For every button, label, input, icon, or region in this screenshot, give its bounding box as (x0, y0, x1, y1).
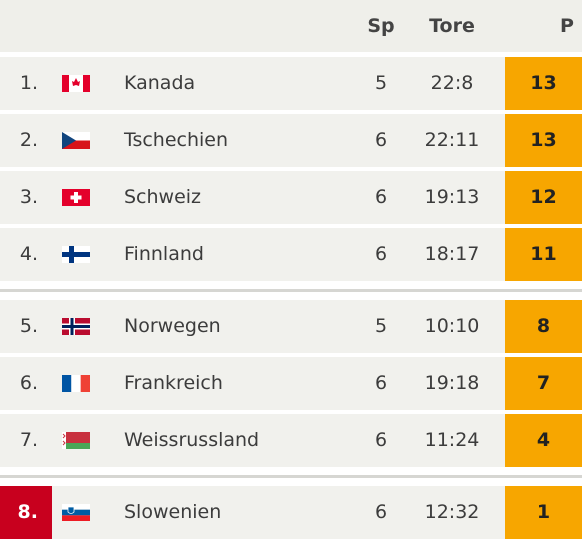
table-row: 2. Tschechien 6 22:11 13 (0, 114, 582, 167)
flag-icon (62, 375, 90, 392)
games-played: 6 (374, 372, 388, 394)
flag-icon (62, 504, 90, 521)
points: 13 (505, 114, 582, 167)
column-header: Tore (429, 15, 475, 37)
points: 7 (505, 357, 582, 410)
points: 12 (505, 171, 582, 224)
team-name: Weissrussland (124, 429, 260, 451)
flag-icon (62, 189, 90, 206)
rank: 5. (19, 315, 38, 337)
table-header: Sp Tore P (0, 0, 582, 52)
points: 13 (505, 57, 582, 110)
points: 4 (505, 414, 582, 467)
games-played: 5 (374, 315, 388, 337)
table-row: 5. Norwegen 5 10:10 8 (0, 300, 582, 353)
points: 11 (505, 228, 582, 281)
team-name: Kanada (124, 72, 196, 94)
column-header: Sp (367, 15, 395, 37)
games-played: 6 (374, 501, 388, 523)
games-played: 6 (374, 429, 388, 451)
goals: 22:11 (424, 129, 480, 151)
team-name: Schweiz (124, 186, 202, 208)
points: 8 (505, 300, 582, 353)
goals: 12:32 (424, 501, 480, 523)
flag-icon (62, 318, 90, 335)
group-separator (0, 289, 582, 292)
rank: 1. (19, 72, 38, 94)
goals: 10:10 (424, 315, 480, 337)
goals: 19:18 (424, 372, 480, 394)
table-row: 4. Finnland 6 18:17 11 (0, 228, 582, 281)
table-row: 3. Schweiz 6 19:13 12 (0, 171, 582, 224)
flag-icon (62, 432, 90, 449)
goals: 18:17 (424, 243, 480, 265)
rank: 8. (0, 486, 52, 539)
table-row: 8. Slowenien 6 12:32 1 (0, 486, 582, 539)
goals: 19:13 (424, 186, 480, 208)
team-name: Finnland (124, 243, 204, 265)
games-played: 6 (374, 243, 388, 265)
rank: 7. (19, 429, 38, 451)
points: 1 (505, 486, 582, 539)
team-name: Slowenien (124, 501, 222, 523)
rank: 2. (19, 129, 38, 151)
flag-icon (62, 246, 90, 263)
rank: 3. (19, 186, 38, 208)
games-played: 6 (374, 186, 388, 208)
rank: 4. (19, 243, 38, 265)
column-header: P (560, 15, 574, 37)
group-separator (0, 475, 582, 478)
goals: 22:8 (430, 72, 474, 94)
rank: 6. (19, 372, 38, 394)
flag-icon (62, 132, 90, 149)
goals: 11:24 (424, 429, 480, 451)
flag-icon (62, 75, 90, 92)
table-row: 7. Weissrussland 6 11:24 4 (0, 414, 582, 467)
table-row: 6. Frankreich 6 19:18 7 (0, 357, 582, 410)
table-row: 1. Kanada 5 22:8 13 (0, 57, 582, 110)
team-name: Frankreich (124, 372, 223, 394)
games-played: 6 (374, 129, 388, 151)
games-played: 5 (374, 72, 388, 94)
team-name: Norwegen (124, 315, 221, 337)
team-name: Tschechien (124, 129, 229, 151)
